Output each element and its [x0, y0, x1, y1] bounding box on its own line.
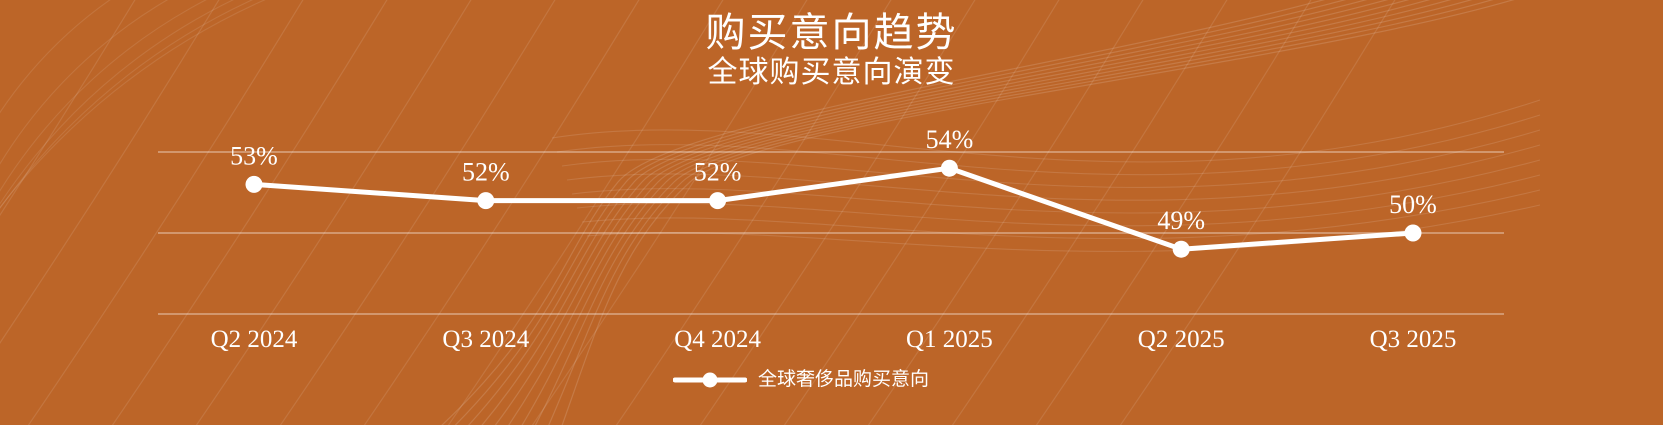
- category-axis-label: Q2 2024: [211, 326, 298, 353]
- legend: 全球奢侈品购买意向: [673, 366, 929, 394]
- texture-curve: [783, 0, 1060, 425]
- texture-curve: [195, 0, 472, 425]
- texture-curve: [581, 189, 1541, 240]
- texture-curve: [0, 0, 169, 165]
- category-axis-label: Q2 2025: [1138, 326, 1225, 353]
- texture-curve: [0, 0, 235, 205]
- chart-subtitle: 全球购买意向演变: [707, 56, 956, 89]
- category-axis-label: Q3 2025: [1370, 326, 1457, 353]
- texture-curve: [508, 0, 1431, 425]
- category-axis-label: Q1 2025: [906, 326, 993, 353]
- texture-curve: [548, 0, 1494, 425]
- data-point-marker: [1404, 224, 1422, 242]
- texture-curve: [699, 0, 976, 425]
- texture-curve: [279, 0, 556, 425]
- data-point-marker: [1172, 240, 1190, 258]
- series-line: [251, 165, 1416, 252]
- texture-curve: [363, 0, 640, 425]
- data-point-label: 53%: [230, 141, 278, 170]
- data-point-marker: [709, 192, 727, 210]
- texture-curve: [0, 0, 254, 210]
- data-point-label: 50%: [1389, 190, 1437, 219]
- texture-curve: [566, 144, 1541, 201]
- texture-curve: [556, 114, 1541, 176]
- texture-curve: [951, 0, 1228, 425]
- category-axis-label: Q4 2024: [674, 326, 761, 353]
- texture-curve: [867, 0, 1144, 425]
- texture-curve: [0, 0, 266, 209]
- data-point-marker: [245, 175, 263, 193]
- texture-curve: [454, 0, 1347, 425]
- texture-curve: [467, 0, 1368, 425]
- data-point-marker: [940, 159, 958, 177]
- data-point-label: 52%: [462, 158, 510, 187]
- texture-curve: [447, 0, 724, 425]
- texture-curve: [0, 0, 136, 217]
- chart-title: 购买意向趋势: [705, 11, 958, 55]
- texture-curve: [615, 0, 892, 425]
- data-point-label: 54%: [926, 125, 974, 154]
- legend-line-marker-icon: [673, 372, 747, 388]
- data-point-label: 49%: [1157, 206, 1205, 235]
- texture-curve: [534, 0, 1473, 425]
- texture-curve: [27, 0, 304, 425]
- texture-curve: [441, 0, 1326, 425]
- texture-curve: [111, 0, 388, 425]
- data-point-label: 52%: [694, 158, 742, 187]
- data-point-marker: [477, 192, 495, 210]
- legend-series-label: 全球奢侈品购买意向: [758, 369, 930, 390]
- texture-curve: [494, 0, 1410, 425]
- texture-curve: [481, 0, 1389, 425]
- chart-header: 购买意向趋势 全球购买意向演变: [0, 0, 1663, 90]
- texture-curve: [0, 0, 207, 192]
- texture-curve: [521, 0, 1452, 425]
- texture-curve: [551, 99, 1541, 163]
- texture-curve: [561, 0, 1515, 425]
- category-axis-label: Q3 2024: [442, 326, 529, 353]
- texture-curve: [531, 0, 808, 425]
- texture-curve: [576, 174, 1541, 227]
- texture-curve: [571, 159, 1541, 214]
- texture-curve: [1035, 0, 1312, 425]
- texture-curve: [0, 0, 220, 344]
- texture-curve: [1119, 0, 1396, 425]
